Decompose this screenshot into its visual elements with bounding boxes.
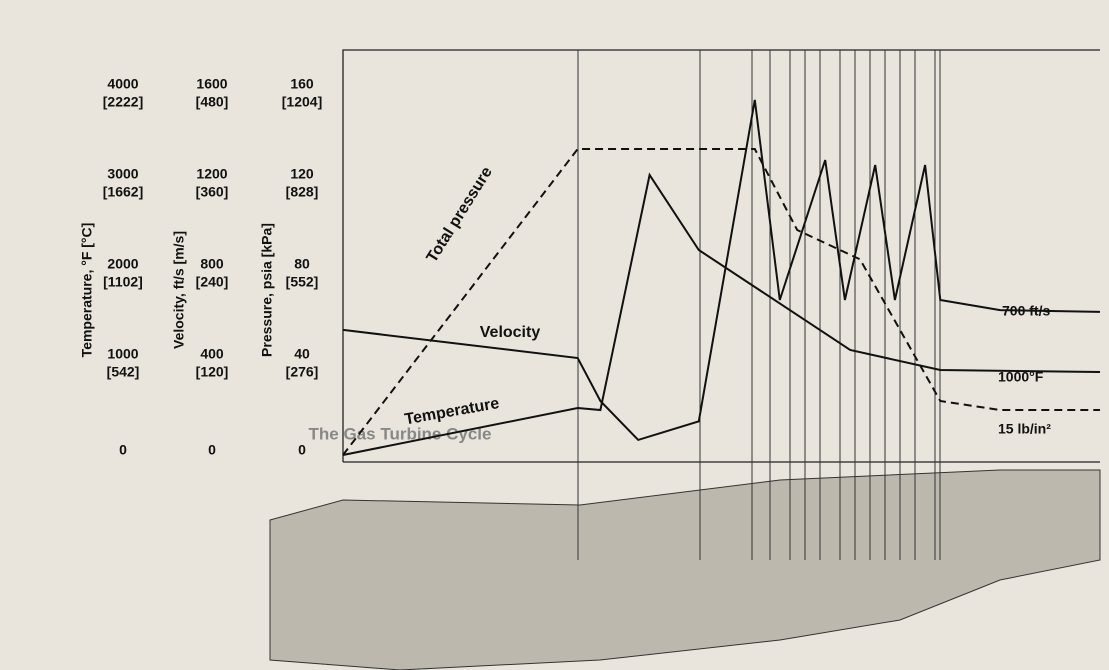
y-tick-label: 0 [119, 442, 127, 458]
engine-cutaway [269, 469, 1101, 670]
y-tick-secondary: [1662] [103, 184, 143, 200]
y-tick-label: 4000 [107, 76, 138, 92]
y-tick-secondary: [1102] [103, 274, 143, 290]
axis-title: Temperature, °F [°C] [79, 223, 95, 358]
y-tick-secondary: [552] [286, 274, 319, 290]
plot-frame [342, 49, 1100, 463]
y-tick-secondary: [2222] [103, 94, 143, 110]
y-tick-label: 1600 [196, 76, 227, 92]
y-tick-label: 1200 [196, 166, 227, 182]
end-label: 15 lb/in² [998, 421, 1051, 437]
y-tick-secondary: [360] [196, 184, 229, 200]
y-tick-label: 0 [208, 442, 216, 458]
y-tick-secondary: [1204] [282, 94, 322, 110]
station-lines [577, 50, 941, 560]
page-heading: The Gas Turbine Cycle [309, 424, 492, 443]
y-tick-label: 80 [294, 256, 310, 272]
y-tick-secondary: [240] [196, 274, 229, 290]
y-tick-secondary: [542] [107, 364, 140, 380]
series-label: Temperature [403, 395, 500, 428]
series-label: Total pressure [424, 164, 496, 266]
y-tick-secondary: [276] [286, 364, 319, 380]
y-tick-label: 3000 [107, 166, 138, 182]
y-tick-label: 800 [200, 256, 224, 272]
y-tick-secondary: [120] [196, 364, 229, 380]
series-line [342, 148, 1100, 456]
y-tick-label: 2000 [107, 256, 138, 272]
end-label: 1000°F [998, 369, 1044, 385]
series-line [342, 172, 1101, 456]
y-tick-label: 40 [294, 346, 310, 362]
series-label: Velocity [480, 324, 541, 341]
y-tick-label: 120 [290, 166, 314, 182]
y-tick-secondary: [480] [196, 94, 229, 110]
y-tick-label: 160 [290, 76, 314, 92]
y-tick-secondary: [828] [286, 184, 319, 200]
y-tick-label: 400 [200, 346, 224, 362]
series-line [342, 99, 1101, 442]
axis-title: Velocity, ft/s [m/s] [171, 231, 187, 349]
y-tick-label: 1000 [107, 346, 138, 362]
y-tick-label: 0 [298, 442, 306, 458]
axis-title: Pressure, psia [kPa] [259, 223, 275, 357]
